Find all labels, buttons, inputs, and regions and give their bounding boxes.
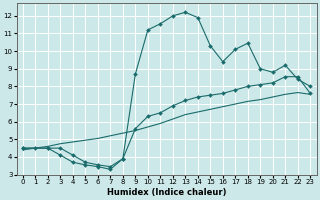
X-axis label: Humidex (Indice chaleur): Humidex (Indice chaleur) [107, 188, 226, 197]
